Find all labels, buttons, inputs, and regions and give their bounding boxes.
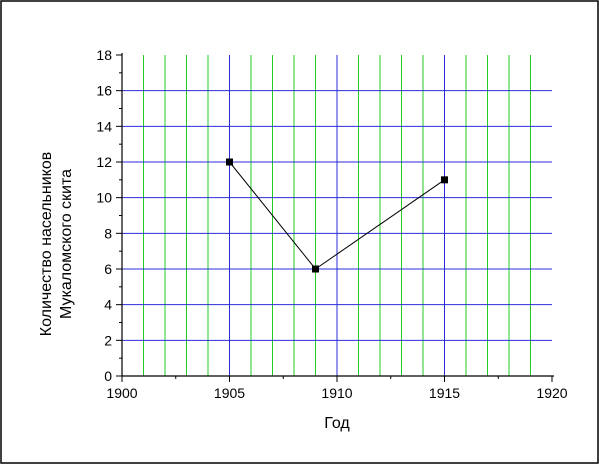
y-axis-title-line-1: Количество насельников bbox=[38, 152, 55, 337]
x-tick-label: 1905 bbox=[214, 385, 245, 401]
y-tick-label: 0 bbox=[104, 368, 112, 384]
y-tick-label: 10 bbox=[96, 190, 112, 206]
y-axis-title-line-2: Мукаломского скита bbox=[58, 169, 75, 319]
data-series bbox=[226, 158, 448, 273]
y-tick-label: 12 bbox=[96, 154, 112, 170]
data-point bbox=[226, 158, 233, 166]
x-tick-label: 1915 bbox=[429, 385, 460, 401]
data-point bbox=[441, 176, 448, 184]
x-tick-label: 1920 bbox=[536, 385, 567, 401]
y-tick-label: 14 bbox=[96, 118, 112, 134]
major-gridlines bbox=[122, 55, 552, 376]
y-tick-label: 8 bbox=[104, 225, 112, 241]
x-tick-label: 1900 bbox=[106, 385, 137, 401]
y-tick-label: 16 bbox=[96, 83, 112, 99]
y-tick-label: 2 bbox=[104, 332, 112, 348]
x-tick-label: 1910 bbox=[321, 385, 352, 401]
tick-labels: 0 2 4 6 8 10 12 14 16 18 1900 1905 1910 1915 1920 bbox=[96, 47, 567, 401]
x-axis-title: Год bbox=[324, 415, 350, 432]
y-tick-label: 18 bbox=[96, 47, 112, 63]
data-point bbox=[312, 265, 319, 273]
y-tick-label: 4 bbox=[104, 297, 112, 313]
axes bbox=[116, 53, 554, 382]
y-tick-label: 6 bbox=[104, 261, 112, 277]
